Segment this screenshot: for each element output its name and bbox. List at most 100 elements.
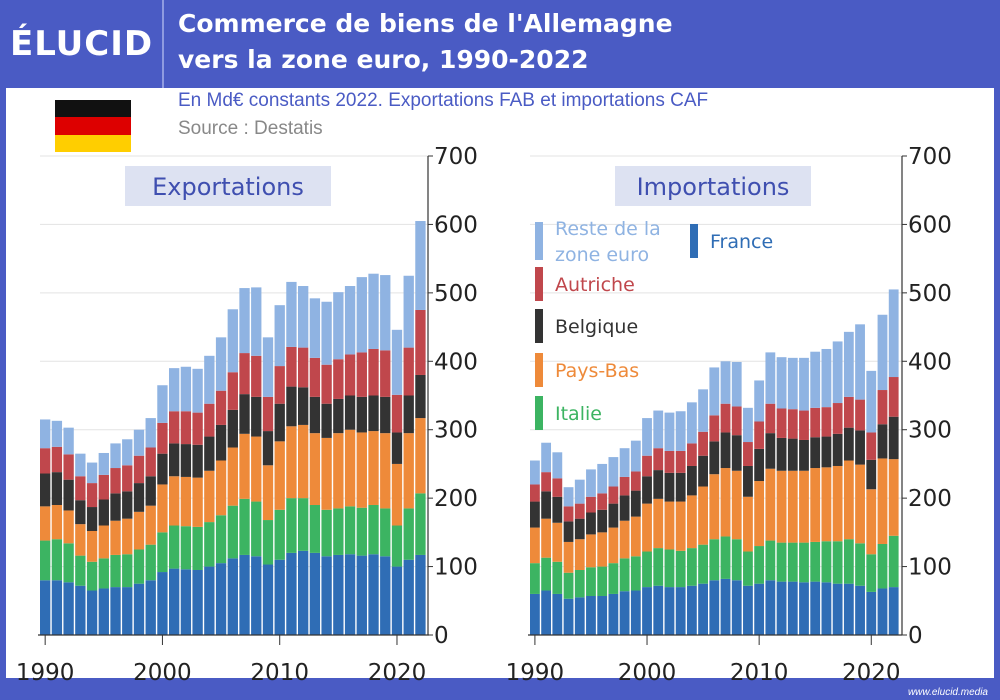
bar-segment: [754, 421, 765, 449]
bar-segment: [274, 559, 285, 635]
bar-segment: [110, 443, 121, 469]
bar-segment: [574, 539, 585, 570]
bar-segment: [563, 541, 574, 573]
bar-segment: [855, 324, 865, 400]
bar-segment: [530, 593, 540, 635]
y-tick-label: 400: [434, 349, 478, 375]
bar-segment: [192, 368, 203, 413]
bar-segment: [653, 548, 664, 586]
bar-segment: [586, 512, 596, 535]
bar-segment: [810, 541, 821, 582]
bar-segment: [110, 468, 121, 494]
bar-segment: [855, 543, 865, 586]
bar-segment: [122, 465, 133, 492]
bar-segment: [877, 543, 888, 589]
bar-segment: [51, 446, 63, 473]
bar-segment: [552, 496, 563, 523]
bar-segment: [298, 286, 309, 348]
bar-segment: [86, 530, 98, 562]
bar-segment: [855, 585, 865, 635]
bar-segment: [333, 359, 344, 399]
bar-segment: [787, 438, 798, 471]
bar-segment: [731, 435, 742, 471]
bar-segment: [821, 541, 832, 583]
bar-segment: [686, 585, 697, 635]
bar-segment: [810, 468, 821, 542]
bar-segment: [731, 361, 742, 407]
bar-segment: [574, 479, 585, 504]
y-tick-label: 500: [434, 281, 478, 307]
bar-segment: [787, 542, 798, 582]
bar-segment: [877, 458, 888, 544]
bar-segment: [356, 507, 367, 556]
bar-segment: [215, 424, 227, 461]
bar-segment: [380, 350, 391, 397]
bar-segment: [262, 564, 274, 635]
bar-segment: [321, 301, 332, 365]
bar-segment: [40, 506, 51, 541]
bar-segment: [642, 455, 652, 477]
bar-segment: [274, 366, 285, 404]
bar-segment: [675, 450, 686, 473]
bar-segment: [415, 309, 426, 375]
bar-segment: [145, 447, 156, 477]
bar-segment: [799, 582, 809, 635]
legend: Reste de la zone euro France Autriche Belgiq…: [535, 218, 773, 430]
bar-segment: [776, 408, 787, 438]
bar-segment: [619, 591, 630, 635]
bar-segment: [698, 455, 708, 487]
bar-segment: [75, 476, 86, 501]
bar-segment: [675, 411, 686, 451]
bar-segment: [530, 484, 540, 502]
bar-segment: [754, 546, 765, 584]
page-title: Commerce de biens de l'Allemagne vers la…: [178, 6, 978, 78]
bar-segment: [344, 506, 356, 555]
bar-segment: [309, 357, 321, 397]
bar-segment: [133, 583, 145, 635]
bar-segment: [157, 453, 168, 485]
bar-segment: [754, 481, 765, 547]
bar-segment: [597, 596, 608, 635]
chart-1: 0 100 200 300 400 500 600 700 1990 2000 2010 2020 Im…: [506, 144, 952, 686]
bar-segment: [832, 583, 843, 635]
bar-segment: [391, 329, 403, 395]
bar-segment: [653, 448, 664, 471]
bar-segment: [630, 440, 641, 472]
bar-segment: [309, 504, 321, 553]
bar-segment: [368, 554, 379, 635]
legend-swatch: [535, 222, 543, 260]
bar-segment: [743, 496, 753, 552]
bar-segment: [563, 506, 574, 522]
bar-segment: [574, 518, 585, 540]
y-tick-label: 600: [908, 212, 952, 238]
bar-segment: [145, 544, 156, 581]
bar-segment: [731, 406, 742, 436]
bar-segment: [877, 588, 888, 635]
y-tick-label: 0: [908, 623, 923, 649]
bar-segment: [530, 460, 540, 485]
bar-segment: [888, 587, 899, 635]
bar-segment: [75, 555, 86, 586]
bar-segment: [776, 581, 787, 635]
bar-segment: [180, 526, 192, 570]
bar-segment: [799, 439, 809, 471]
bar-segment: [356, 555, 367, 635]
bar-segment: [731, 539, 742, 581]
bar-segment: [608, 563, 619, 594]
bar-segment: [563, 598, 574, 635]
bar-segment: [653, 498, 664, 549]
bar-segment: [368, 273, 379, 349]
header: ÉLUCID Commerce de biens de l'Allemagne …: [0, 0, 1000, 88]
bar-segment: [344, 395, 356, 430]
bar-segment: [586, 496, 596, 513]
bar-segment: [333, 398, 344, 434]
bar-segment: [754, 380, 765, 422]
bar-segment: [321, 509, 332, 557]
bar-segment: [843, 583, 854, 635]
bar-segment: [192, 526, 203, 570]
bar-segment: [403, 433, 414, 509]
bar-segment: [686, 465, 697, 496]
bar-segment: [597, 509, 608, 533]
bar-segment: [832, 341, 843, 404]
